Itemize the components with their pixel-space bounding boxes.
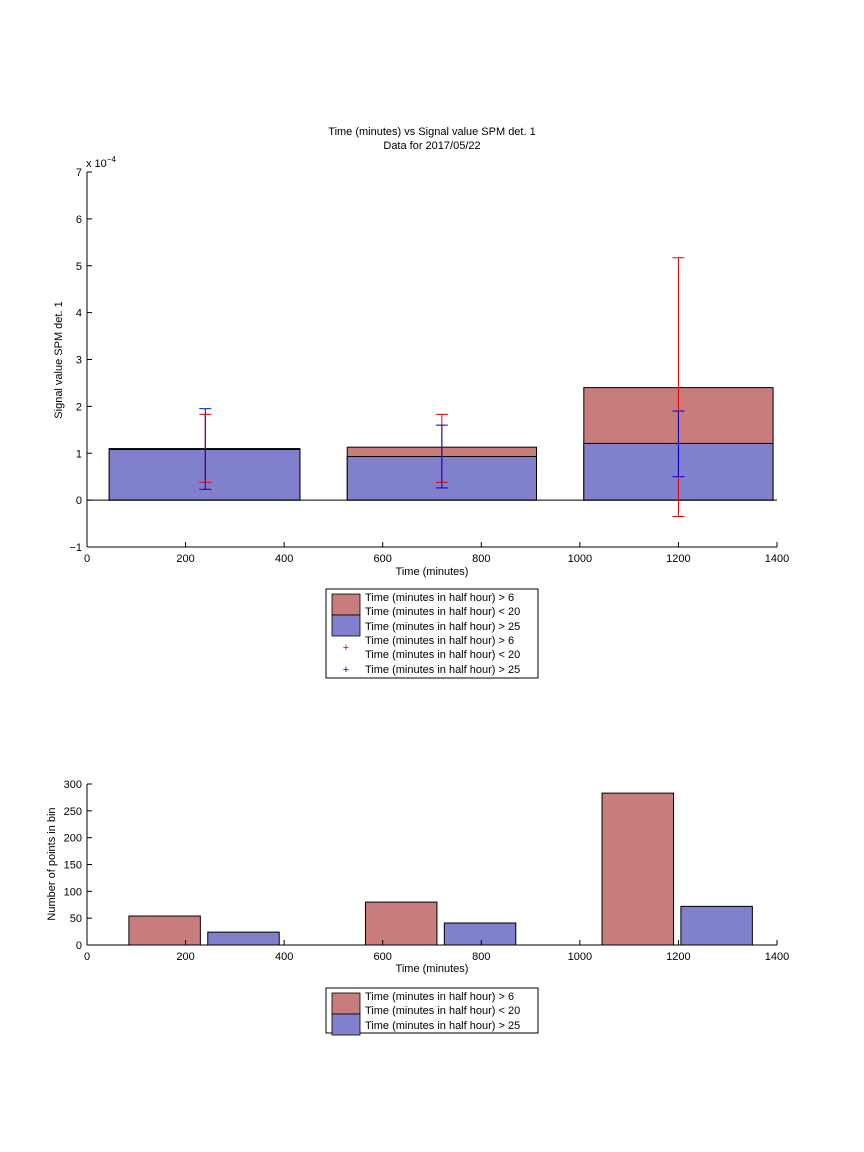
x-tick-label: 200 xyxy=(176,553,194,565)
y-tick-label: 300 xyxy=(64,779,82,791)
x-tick-label: 1400 xyxy=(765,951,789,963)
top-x-axis-label: Time (minutes) xyxy=(396,566,469,578)
bottom-legend-entry: Time (minutes in half hour) > 25 xyxy=(365,1020,520,1032)
y-tick-label: 0 xyxy=(76,940,82,952)
top-y-exponent: x 10−4 xyxy=(86,155,116,170)
x-tick-label: 1200 xyxy=(666,951,690,963)
top-legend-swatch-red xyxy=(331,593,361,616)
bottom-legend-swatch-red xyxy=(331,992,361,1015)
y-tick-label: 3 xyxy=(76,355,82,367)
y-tick-label: 1 xyxy=(76,448,82,460)
y-tick-label: 6 xyxy=(76,214,82,226)
y-tick-label: 2 xyxy=(76,401,82,413)
bottom-legend-entry: Time (minutes in half hour) < 20 xyxy=(365,1005,520,1017)
count-bar-red-1 xyxy=(364,901,438,946)
top-legend-entry: Time (minutes in half hour) < 20 xyxy=(365,606,520,618)
chart-title: Time (minutes) vs Signal value SPM det. … xyxy=(328,126,535,138)
y-tick-label: 100 xyxy=(64,886,82,898)
top-y-axis-label: Signal value SPM det. 1 xyxy=(53,301,65,418)
bottom-legend-box xyxy=(325,987,539,1034)
x-tick-label: 600 xyxy=(374,951,392,963)
x-tick-label: 400 xyxy=(275,553,293,565)
x-tick-label: 0 xyxy=(84,951,90,963)
top-legend-swatch-blue xyxy=(331,614,361,637)
x-tick-label: 800 xyxy=(472,951,490,963)
count-bar-red-2 xyxy=(601,792,674,946)
top-legend-entry: Time (minutes in half hour) > 6 xyxy=(365,592,514,604)
top-y-exponent-base: x 10 xyxy=(86,158,107,170)
top-legend-entry: Time (minutes in half hour) > 25 xyxy=(365,621,520,633)
y-tick-label: 50 xyxy=(70,913,82,925)
bottom-axes: 0 200 400 600 800 1000 1200 1400 0 50 100 150 200 250… xyxy=(64,779,790,963)
y-tick-label: 150 xyxy=(64,860,82,872)
x-tick-label: 800 xyxy=(472,553,490,565)
y-tick-label: −1 xyxy=(69,542,82,554)
top-legend-box xyxy=(325,588,539,679)
count-bar-blue-0 xyxy=(207,931,280,946)
count-bar-red-0 xyxy=(128,915,201,946)
chart-subtitle: Data for 2017/05/22 xyxy=(383,140,480,152)
y-tick-label: 5 xyxy=(76,261,82,273)
bottom-legend-entry: Time (minutes in half hour) > 6 xyxy=(365,991,514,1003)
bottom-legend-swatch-blue xyxy=(331,1013,361,1036)
top-y-exponent-power: −4 xyxy=(107,155,117,164)
x-tick-label: 200 xyxy=(176,951,194,963)
top-legend-entry: Time (minutes in half hour) > 25 xyxy=(365,664,520,676)
bar-blue-0 xyxy=(108,449,301,501)
y-tick-label: 0 xyxy=(76,495,82,507)
top-legend-marker-red: + xyxy=(343,642,349,654)
bottom-x-axis-label: Time (minutes) xyxy=(396,963,469,975)
x-tick-label: 1000 xyxy=(568,553,592,565)
count-bar-blue-2 xyxy=(680,905,753,946)
count-bar-blue-1 xyxy=(443,922,517,946)
x-tick-label: 1400 xyxy=(765,553,789,565)
y-tick-label: 250 xyxy=(64,806,82,818)
y-tick-label: 7 xyxy=(76,167,82,179)
bottom-y-axis-label: Number of points in bin xyxy=(46,807,58,920)
y-tick-label: 4 xyxy=(76,308,82,320)
x-tick-label: 1000 xyxy=(568,951,592,963)
top-legend-marker-blue: + xyxy=(343,664,349,676)
top-legend: + + Time (minutes in half hour) > 6 Time… xyxy=(325,588,539,679)
bottom-legend: Time (minutes in half hour) > 6 Time (mi… xyxy=(325,987,539,1036)
y-tick-label: 200 xyxy=(64,833,82,845)
x-tick-label: 400 xyxy=(275,951,293,963)
x-tick-label: 0 xyxy=(84,553,90,565)
x-tick-label: 600 xyxy=(374,553,392,565)
top-legend-entry: Time (minutes in half hour) < 20 xyxy=(365,649,520,661)
top-legend-entry: Time (minutes in half hour) > 6 xyxy=(365,635,514,647)
x-tick-label: 1200 xyxy=(666,553,690,565)
